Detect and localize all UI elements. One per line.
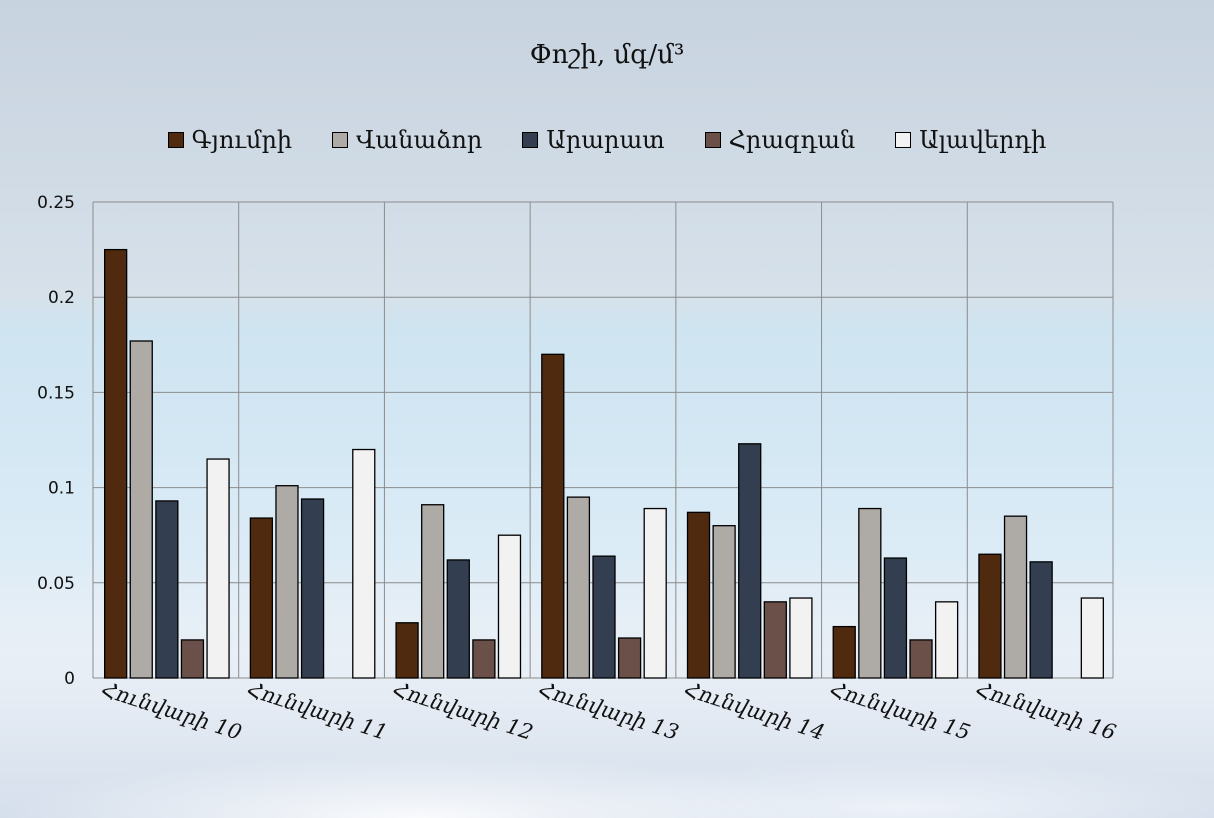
bar [395, 622, 419, 679]
bar [763, 601, 787, 679]
legend-item: Վանաձոր [332, 126, 482, 154]
bar [472, 639, 496, 679]
legend-swatch [522, 132, 539, 148]
bar [686, 511, 711, 679]
x-tick-label: Հունվարի 13 [536, 677, 682, 745]
y-tick-label: 0.1 [48, 479, 75, 499]
bar [592, 555, 616, 679]
legend-label: Ալավերդի [919, 126, 1047, 154]
y-tick-label: 0.2 [48, 288, 75, 308]
x-tick-label: Հունվարի 14 [682, 677, 828, 745]
bar [643, 507, 667, 679]
bar [421, 504, 445, 679]
bar [1029, 561, 1053, 679]
x-tick-label: Հունվարի 12 [390, 677, 536, 745]
bar [712, 525, 736, 679]
legend-item: Արարատ [522, 126, 665, 154]
y-tick-label: 0.25 [37, 193, 75, 213]
bar [275, 485, 299, 679]
legend-item: Հրազդան [704, 126, 856, 154]
legend-swatch [167, 132, 184, 148]
x-tick-label: Հունվարի 16 [973, 677, 1119, 745]
legend-label: Վանաձոր [356, 126, 483, 154]
legend-item: Գյումրի [167, 126, 293, 154]
bar [789, 597, 813, 679]
bar [617, 637, 642, 679]
bar [934, 601, 959, 679]
bar [541, 353, 565, 679]
bar [104, 248, 128, 679]
bar [566, 496, 591, 679]
bar [909, 639, 933, 679]
y-tick-label: 0.15 [37, 383, 75, 403]
chart-title: Փոշի, մգ/մ³ [529, 40, 685, 70]
bar [352, 448, 376, 679]
bar [738, 443, 762, 679]
legend-swatch [895, 132, 912, 148]
bar [300, 498, 325, 679]
legend-label: Գյումրի [191, 126, 293, 154]
legend-label: Հրազդան [728, 126, 856, 154]
y-tick-label: 0 [64, 669, 75, 689]
bar [155, 500, 179, 679]
x-tick-label: Հունվարի 15 [827, 677, 973, 745]
legend-item: Ալավերդի [895, 126, 1046, 154]
bar [1080, 597, 1104, 679]
bar [129, 340, 153, 679]
bar [883, 557, 908, 679]
bar [497, 534, 522, 679]
bar [858, 507, 882, 679]
bar [832, 625, 856, 679]
bar [249, 517, 274, 679]
legend-swatch [704, 132, 721, 148]
bar [180, 639, 205, 679]
y-tick-label: 0.05 [37, 574, 75, 594]
legend-swatch [332, 132, 349, 148]
chart-legend: Գյումրի Վանաձոր Արարատ Հրազդան Ալավերդի [0, 126, 1214, 154]
bar [446, 559, 470, 679]
x-tick-label: Հունվարի 10 [99, 677, 245, 745]
bar [206, 458, 230, 679]
bar [978, 553, 1002, 679]
bar [1003, 515, 1028, 679]
x-tick-label: Հունվարի 11 [244, 677, 390, 745]
legend-label: Արարատ [546, 126, 665, 154]
